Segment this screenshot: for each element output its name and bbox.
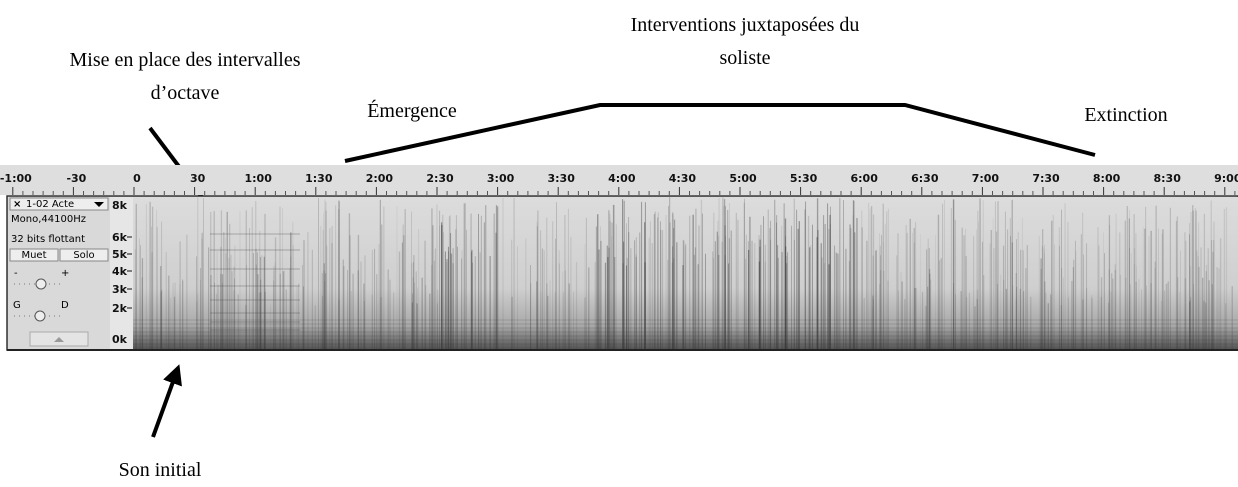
timeline-label: 30 — [190, 172, 206, 185]
track-format: Mono,44100Hz — [11, 214, 86, 225]
track-name[interactable]: 1-02 Acte — [26, 199, 74, 210]
timeline-label: 3:30 — [548, 172, 576, 185]
frequency-scale — [110, 197, 133, 349]
timeline-label: -1:00 — [0, 172, 32, 185]
annotation: Mise en place des intervalles — [69, 49, 300, 71]
mute-button[interactable] — [9, 248, 59, 262]
track-title-bar[interactable] — [9, 197, 109, 211]
annotation: Son initial — [119, 459, 202, 481]
spectrogram — [133, 197, 1238, 349]
arrow — [151, 364, 182, 438]
timeline-label: 6:00 — [851, 172, 879, 185]
frequency-label: 4k — [112, 265, 128, 278]
frequency-label: 5k — [112, 248, 128, 261]
gain-thumb[interactable] — [35, 278, 47, 290]
frequency-label: 6k — [112, 231, 128, 244]
close-icon[interactable]: × — [13, 199, 21, 210]
timeline-label: 5:30 — [790, 172, 818, 185]
timeline-label: 2:30 — [426, 172, 454, 185]
frequency-label: 3k — [112, 283, 128, 296]
solo-button[interactable] — [59, 248, 109, 262]
track-panel — [8, 197, 110, 349]
timeline-label: 9:00 — [1214, 172, 1238, 185]
pan-left: G — [13, 300, 21, 311]
pan-thumb[interactable] — [34, 310, 46, 322]
frequency-group: 8k 6k 5k 4k 3k 2k 0k — [112, 199, 132, 346]
timeline-label: 1:00 — [245, 172, 273, 185]
timeline-label: 4:30 — [669, 172, 697, 185]
annotation: Émergence — [367, 99, 457, 122]
collapse-icon[interactable] — [54, 337, 64, 342]
solo-label[interactable]: Solo — [73, 250, 94, 261]
timeline-label: -30 — [66, 172, 86, 185]
timeline-label: 8:30 — [1154, 172, 1182, 185]
ruler-group: -1:00 -30 0 30 1:00 1:30 2:00 2:30 3:00 3:30 4:00 4… — [0, 172, 1238, 195]
timeline-label: 1:30 — [305, 172, 333, 185]
frequency-label: 8k — [112, 199, 128, 212]
pan-right: D — [61, 300, 69, 311]
track-sample: 32 bits flottant — [11, 234, 85, 245]
annotation: soliste — [719, 47, 770, 69]
mute-label[interactable]: Muet — [21, 250, 46, 261]
timeline-label: 7:30 — [1032, 172, 1060, 185]
timeline-label: 5:00 — [729, 172, 757, 185]
annotation: Extinction — [1084, 104, 1167, 126]
annotation: d’octave — [151, 82, 220, 104]
frequency-label: 0k — [112, 333, 128, 346]
gain-minus: - — [14, 268, 18, 279]
timeline-label: 3:00 — [487, 172, 515, 185]
timeline-label: 4:00 — [608, 172, 636, 185]
spectrogram-texture — [133, 197, 1238, 349]
timeline-label: 0 — [133, 172, 141, 185]
gain-plus: + — [61, 268, 69, 279]
timeline-label: 2:00 — [366, 172, 394, 185]
dropdown-icon[interactable] — [94, 202, 104, 207]
timeline-label: 7:00 — [972, 172, 1000, 185]
annotation: Interventions juxtaposées du — [631, 14, 860, 36]
timeline-label: 8:00 — [1093, 172, 1121, 185]
shape-line — [344, 103, 1096, 163]
frequency-label: 2k — [112, 302, 128, 315]
timeline-label: 6:30 — [911, 172, 939, 185]
